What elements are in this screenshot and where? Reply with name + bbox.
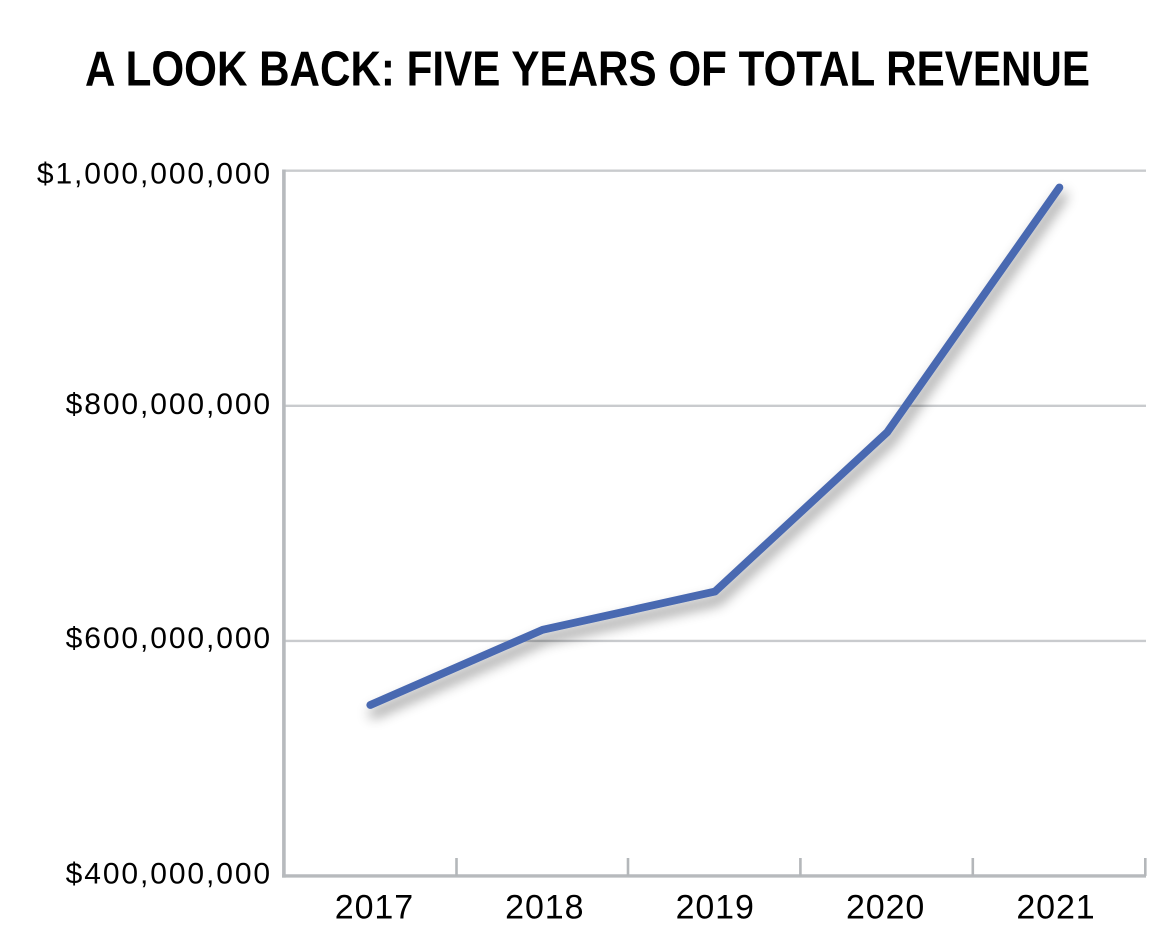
svg-text:$1,000,000,000: $1,000,000,000 [37,158,272,191]
svg-text:$400,000,000: $400,000,000 [66,857,272,890]
svg-text:$600,000,000: $600,000,000 [66,622,272,655]
svg-text:$800,000,000: $800,000,000 [66,388,272,421]
svg-text:2017: 2017 [335,889,414,927]
svg-text:2021: 2021 [1016,889,1095,927]
svg-text:2020: 2020 [846,889,925,927]
svg-text:2018: 2018 [505,889,584,927]
svg-text:A LOOK BACK: FIVE YEARS OF TOT: A LOOK BACK: FIVE YEARS OF TOTAL REVENUE [85,42,1090,97]
svg-text:2019: 2019 [676,889,755,927]
